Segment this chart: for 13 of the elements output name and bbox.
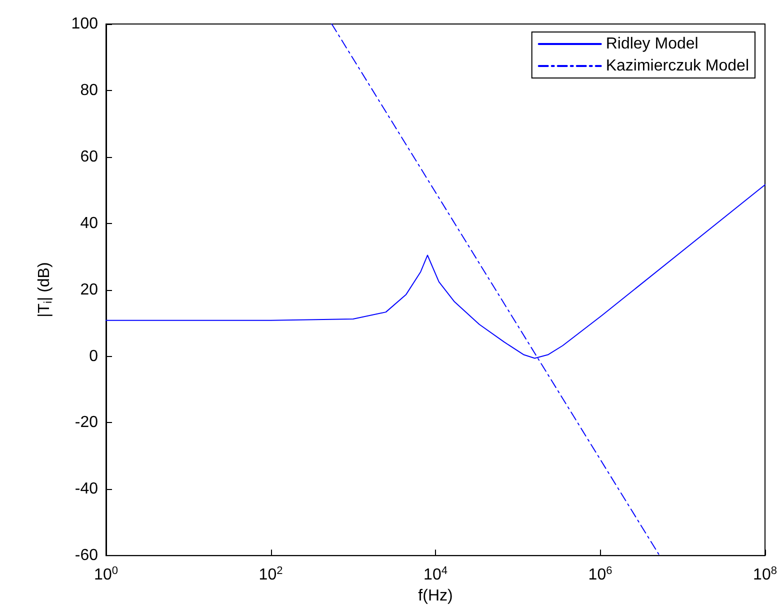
y-tick-label: 60 (80, 148, 98, 166)
y-axis-title: |Ti| (dB) (36, 262, 54, 318)
y-tick-label: -20 (74, 414, 98, 432)
legend-label: Kazimierczuk Model (606, 58, 749, 74)
y-tick-label: -40 (74, 480, 98, 498)
y-tick-label: 80 (80, 82, 98, 99)
y-tick-label: 100 (71, 16, 98, 32)
legend-label: Ridley Model (606, 36, 698, 52)
y-tick-label: -60 (74, 547, 98, 564)
y-tick-label: 20 (80, 281, 98, 298)
y-tick-label: 40 (80, 214, 98, 232)
y-tick-label: 0 (89, 348, 98, 365)
x-axis-title: f(Hz) (418, 588, 453, 604)
